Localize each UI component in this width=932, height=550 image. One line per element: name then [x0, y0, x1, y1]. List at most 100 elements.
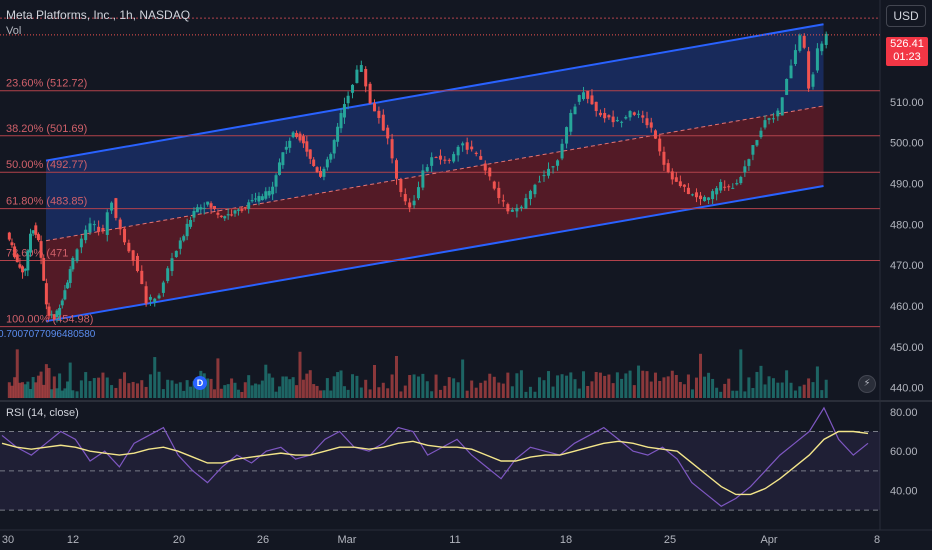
volume-bar	[586, 385, 590, 398]
candle-body	[598, 112, 602, 116]
volume-bar	[209, 378, 213, 398]
candle-body	[114, 198, 118, 218]
candle-body	[148, 296, 152, 300]
volume-bar	[547, 371, 551, 398]
candle-body	[421, 170, 425, 188]
candle-body	[131, 250, 135, 261]
volume-bar	[542, 380, 546, 398]
candle-body	[34, 225, 38, 235]
volume-bar	[620, 378, 624, 398]
candle-body	[7, 232, 11, 240]
volume-bar	[759, 365, 763, 398]
volume-bar	[763, 384, 767, 398]
volume-bar	[63, 388, 67, 398]
candle-body	[492, 181, 496, 189]
volume-bar	[641, 370, 645, 398]
dividend-event-icon[interactable]: D	[193, 376, 207, 390]
candle-body	[674, 177, 678, 182]
candle-body	[719, 182, 723, 191]
volume-bar	[339, 370, 343, 398]
volume-bar	[824, 379, 828, 398]
volume-bar	[403, 385, 407, 398]
candle-body	[267, 190, 271, 196]
volume-bar	[533, 391, 537, 398]
candle-body	[202, 207, 206, 209]
candle-body	[274, 175, 278, 187]
volume-bar	[308, 370, 312, 398]
candle-body	[820, 43, 824, 52]
candle-body	[84, 229, 88, 241]
volume-bar	[223, 385, 227, 398]
candle-body	[628, 111, 632, 118]
volume-bar	[315, 385, 319, 398]
volume-bar	[281, 376, 285, 398]
volume-bar	[434, 374, 438, 398]
price-tick-label: 500.00	[890, 138, 924, 150]
currency-button[interactable]: USD	[886, 5, 926, 27]
candle-body	[560, 143, 564, 159]
candle-body	[247, 202, 251, 209]
last-price-value: 526.41	[890, 38, 924, 50]
candle-body	[66, 282, 70, 289]
time-tick-label: 26	[257, 534, 269, 546]
channel-upper-fill	[46, 24, 824, 241]
candle-body	[44, 283, 48, 305]
candle-body	[52, 314, 56, 320]
volume-bar	[66, 381, 70, 398]
candle-body	[394, 160, 398, 179]
volume-bar	[645, 371, 649, 398]
candle-body	[807, 51, 811, 89]
candle-body	[739, 177, 743, 184]
rsi-tick-label: 60.00	[890, 446, 918, 458]
candle-body	[731, 187, 735, 189]
time-tick-label: Apr	[760, 534, 777, 546]
candle-body	[547, 168, 551, 176]
volume-bar	[277, 386, 281, 398]
volume-bar	[443, 385, 447, 398]
volume-bar	[767, 376, 771, 398]
candle-body	[28, 233, 32, 253]
volume-bar	[216, 358, 220, 398]
time-tick-label: 11	[449, 534, 460, 546]
volume-bar	[182, 390, 186, 398]
volume-bar	[364, 379, 368, 398]
candle-body	[682, 184, 686, 187]
volume-bar	[55, 388, 59, 398]
candle-body	[13, 246, 17, 258]
volume-bar	[811, 382, 815, 398]
volume-bar	[79, 380, 83, 398]
volume-bar	[551, 386, 555, 398]
volume-bar	[28, 389, 32, 398]
rsi-label[interactable]: RSI (14, close)	[6, 407, 79, 419]
volume-bar	[336, 372, 340, 398]
candle-body	[185, 223, 189, 237]
volume-bar	[390, 374, 394, 398]
candle-body	[351, 84, 355, 93]
candle-body	[824, 33, 828, 45]
volume-bar	[274, 391, 278, 398]
candle-body	[528, 190, 532, 200]
volume-bar	[785, 370, 789, 398]
time-tick-label: 25	[664, 534, 676, 546]
volume-bar	[359, 387, 363, 398]
volume-bar	[515, 373, 519, 398]
flash-event-icon[interactable]: ⚡	[858, 375, 876, 393]
symbol-title[interactable]: Meta Platforms, Inc., 1h, NASDAQ	[6, 8, 191, 22]
volume-bar	[798, 386, 802, 398]
volume-bar	[565, 375, 569, 398]
volume-bar	[386, 388, 390, 398]
candle-body	[577, 95, 581, 102]
volume-bar	[735, 390, 739, 398]
fib-retracement[interactable]: 23.60% (512.72) 38.20% (501.69) 50.00% (49…	[0, 17, 880, 328]
volume-bar	[739, 349, 743, 398]
volume-bar	[68, 362, 72, 398]
volume-bar	[351, 374, 355, 398]
candle-body	[715, 188, 719, 195]
candle-body	[264, 191, 268, 199]
volume-bar	[271, 377, 275, 398]
candle-body	[359, 65, 363, 72]
volume-bar	[399, 391, 403, 398]
volume-bar	[755, 371, 759, 398]
volume-label: Vol	[6, 25, 22, 37]
